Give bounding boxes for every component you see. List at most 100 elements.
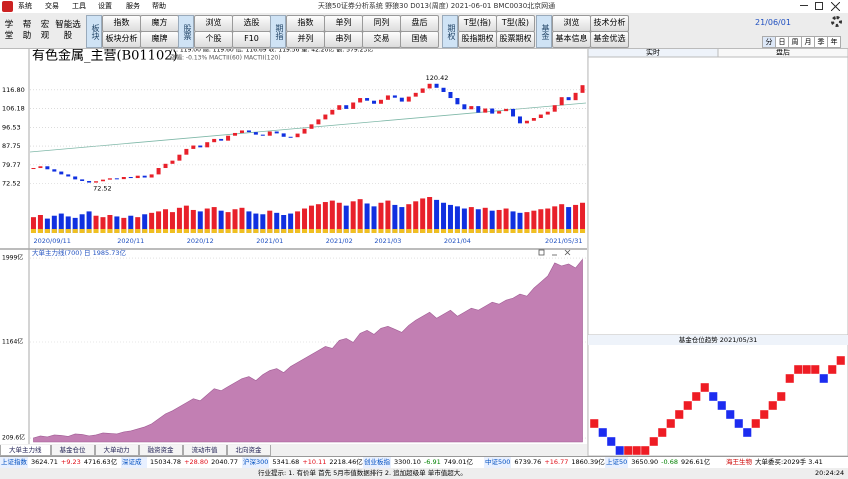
minimize-button[interactable] — [800, 5, 808, 6]
toolbar-button[interactable]: 指数 — [286, 15, 325, 32]
candle — [52, 169, 57, 172]
candle — [219, 138, 224, 141]
tab[interactable]: 实时 — [646, 48, 660, 57]
menu-item[interactable]: 帮助 — [152, 2, 166, 10]
toolbar-button[interactable]: 国债 — [400, 31, 439, 48]
candle — [59, 171, 64, 175]
logo — [2, 1, 13, 12]
volume-base — [51, 229, 57, 233]
index-quote: 沪深300 5341.68 +10.11 2218.46亿 — [242, 457, 363, 468]
x-tick-label: 2021/05/31 — [545, 237, 582, 245]
bottom-tab[interactable]: 北向资金 — [226, 445, 271, 456]
toolbar-button[interactable]: 个股 — [194, 31, 233, 48]
index-name[interactable]: 上证50 — [605, 457, 629, 468]
bottom-tab[interactable]: 融资资金 — [138, 445, 183, 456]
volume-base — [260, 229, 266, 233]
settings-icon[interactable] — [831, 16, 842, 27]
period-button[interactable]: 分 — [762, 36, 776, 48]
toolbar-button[interactable]: T型(股) — [496, 15, 535, 32]
menu-item[interactable]: 服务 — [126, 2, 140, 10]
menu-item[interactable]: 工具 — [72, 2, 86, 10]
volume-base — [336, 229, 342, 233]
close-button[interactable] — [831, 2, 840, 11]
toolbar-button[interactable]: 并列 — [286, 31, 325, 48]
volume-base — [427, 229, 433, 233]
volume-bar — [357, 199, 363, 233]
candle — [80, 179, 85, 181]
toolbar-button[interactable]: 基金优选 — [590, 31, 629, 48]
volume-base — [169, 229, 175, 233]
volume-base — [44, 229, 50, 233]
ticker: 海王生物 大单委买:2029手 3.41 — [726, 457, 846, 468]
fund-block — [615, 445, 625, 456]
candle — [330, 109, 335, 115]
toolbar-button[interactable]: 基本信息 — [552, 31, 591, 48]
toolbar-button[interactable]: 同列 — [362, 15, 401, 32]
toolbar-button[interactable]: 浏览 — [194, 15, 233, 32]
volume-base — [65, 229, 71, 233]
period-button[interactable]: 周 — [788, 36, 802, 48]
toolbar-button[interactable]: 学堂 — [4, 20, 14, 41]
toolbar-button[interactable]: 交易 — [362, 31, 401, 48]
candle — [274, 131, 279, 134]
fund-block — [768, 400, 778, 411]
toolbar-button[interactable]: T型(指) — [458, 15, 497, 32]
volume-base — [204, 229, 210, 233]
toolbar-button[interactable]: 技术分析 — [590, 15, 629, 32]
toolbar-button[interactable]: 盘后 — [400, 15, 439, 32]
volume-bar — [406, 204, 412, 233]
index-amount: 926.61亿 — [681, 458, 711, 466]
volume-bar — [461, 208, 467, 233]
volume-bar — [288, 213, 294, 233]
toolbar-button[interactable]: 串列 — [324, 31, 363, 48]
menu-item[interactable]: 设置 — [98, 2, 112, 10]
index-name[interactable]: 上证指数 — [0, 457, 28, 468]
period-button[interactable]: 年 — [827, 36, 841, 48]
index-name[interactable]: 深证成指 — [121, 457, 148, 468]
candle — [121, 177, 126, 180]
toolbar-button[interactable]: 魔方 — [140, 15, 179, 32]
maximize-button[interactable] — [815, 2, 823, 10]
toolbar-button[interactable]: F10 — [232, 31, 271, 48]
period-button[interactable]: 月 — [801, 36, 815, 48]
right-panel — [587, 47, 848, 336]
tab[interactable]: 盘后 — [776, 48, 790, 57]
candle — [38, 166, 43, 169]
toolbar-button[interactable]: 魔牌 — [140, 31, 179, 48]
toolbar-button[interactable]: 选股 — [232, 15, 271, 32]
candle — [538, 114, 543, 119]
index-name[interactable]: 沪深300 — [242, 457, 270, 468]
toolbar-button[interactable]: 帮助 — [22, 20, 32, 41]
fund-block — [717, 400, 727, 411]
date-picker[interactable]: 21/06/01 — [755, 18, 791, 27]
bottom-tab[interactable]: 大单主力线 — [0, 445, 51, 456]
candle — [45, 166, 50, 170]
bottom-tab[interactable]: 大单动力 — [94, 445, 139, 456]
fund-block — [598, 427, 608, 438]
toolbar: 21/06/01 学堂 帮助 宏观 智能选股 板块 指数 魔方 板块分析 魔牌 股票 浏览 选股 个股 F… — [0, 13, 848, 49]
candle — [288, 136, 293, 138]
toolbar-button[interactable]: 单列 — [324, 15, 363, 32]
volume-base — [559, 229, 565, 233]
period-button[interactable]: 日 — [775, 36, 789, 48]
menu-item[interactable]: 交易 — [45, 2, 59, 10]
toolbar-button[interactable]: 股票期权 — [496, 31, 535, 48]
toolbar-button[interactable]: 指数 — [102, 15, 141, 32]
toolbar-button[interactable]: 浏览 — [552, 15, 591, 32]
toolbar-button[interactable]: 股指期权 — [458, 31, 497, 48]
fund-block — [666, 418, 676, 429]
toolbar-button[interactable]: 板块分析 — [102, 31, 141, 48]
index-name[interactable]: 中证500 — [484, 457, 512, 468]
volume-base — [385, 229, 391, 233]
bottom-tab[interactable]: 基金仓位 — [50, 445, 95, 456]
index-name[interactable]: 创业板指 — [363, 457, 391, 468]
y-tick-label: 116.80 — [2, 86, 25, 94]
index-change: +9.23 — [60, 458, 81, 466]
volume-base — [176, 229, 182, 233]
bottom-tab[interactable]: 流动市值 — [182, 445, 227, 456]
toolbar-button[interactable]: 智能选股 — [55, 20, 81, 41]
toolbar-button[interactable]: 宏观 — [40, 20, 50, 41]
menu-item[interactable]: 系统 — [18, 2, 32, 10]
period-button[interactable]: 季 — [814, 36, 828, 48]
fund-block — [674, 409, 684, 420]
